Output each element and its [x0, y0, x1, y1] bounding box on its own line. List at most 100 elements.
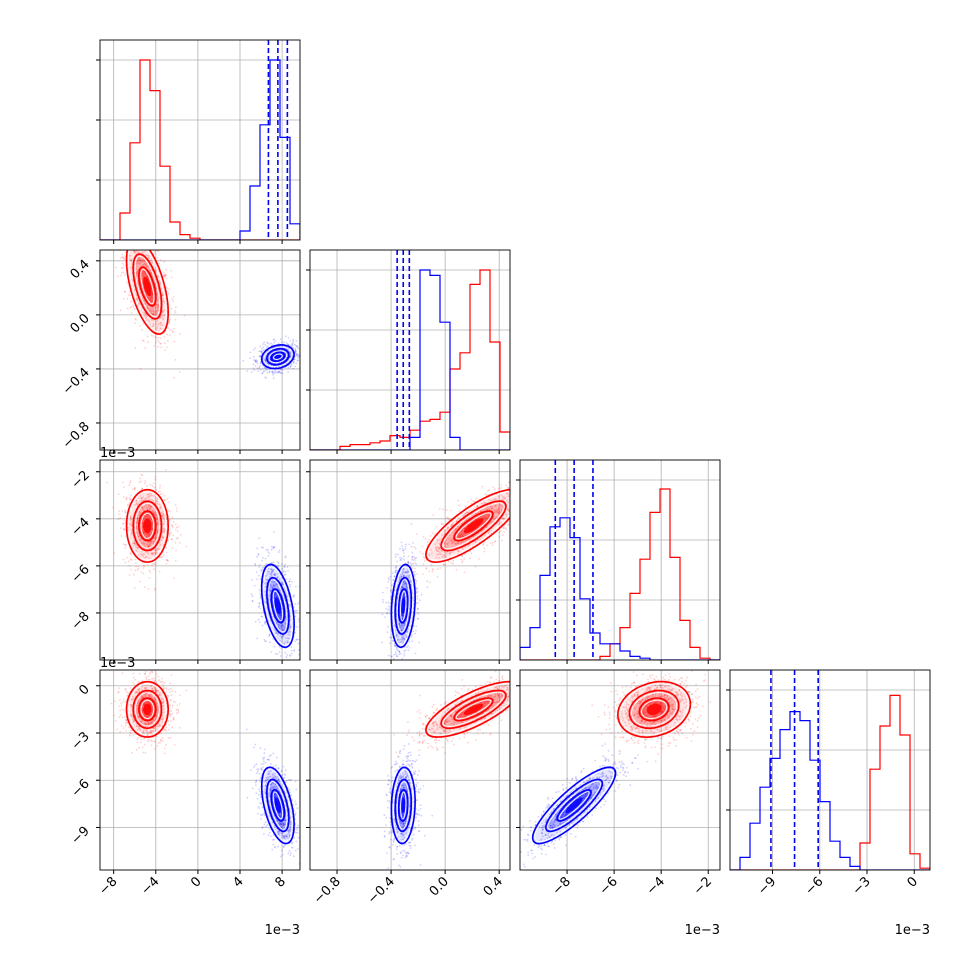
sample-point: [293, 361, 295, 364]
sample-point: [124, 544, 127, 546]
sample-point: [145, 274, 148, 277]
sample-point: [168, 320, 171, 323]
sample-point: [151, 300, 153, 303]
contour-level: [143, 276, 152, 297]
sample-point: [133, 488, 136, 491]
sample-point: [161, 292, 164, 295]
histogram-panel-1: [306, 249, 511, 454]
sample-point: [270, 342, 273, 345]
sample-point: [157, 323, 160, 326]
sample-point: [150, 505, 152, 508]
sample-point: [147, 266, 150, 268]
sample-point: [142, 531, 145, 534]
sample-point: [275, 583, 278, 586]
sample-point: [273, 573, 275, 576]
sample-point: [412, 630, 415, 633]
sample-point: [134, 322, 137, 325]
sample-point: [435, 525, 438, 528]
sample-point: [159, 324, 162, 327]
sample-point: [154, 323, 157, 326]
sample-point: [503, 530, 505, 533]
sample-point: [159, 506, 162, 509]
sample-point: [127, 293, 130, 296]
sample-point: [156, 325, 159, 328]
sample-point: [161, 514, 164, 517]
sample-point: [148, 541, 151, 544]
sample-point: [171, 547, 174, 550]
sample-point: [487, 489, 490, 492]
sample-point: [259, 355, 261, 358]
sample-point: [173, 577, 176, 580]
sample-point: [146, 508, 149, 511]
sample-point: [167, 539, 170, 542]
sample-point: [164, 274, 167, 276]
sample-point: [151, 553, 154, 555]
sample-point: [280, 368, 283, 371]
contour-halo: [127, 250, 167, 333]
sample-point: [164, 349, 166, 352]
sample-point: [146, 515, 149, 518]
sample-point: [121, 244, 123, 246]
sample-point: [258, 367, 261, 370]
sample-point: [286, 653, 289, 656]
sample-point: [452, 562, 455, 565]
sample-point: [407, 644, 410, 647]
sample-point: [130, 551, 132, 553]
sample-point: [157, 521, 159, 524]
sample-point: [176, 530, 179, 533]
sample-point: [142, 555, 145, 558]
sample-point: [294, 585, 297, 588]
sample-point: [258, 537, 261, 540]
sample-point: [291, 342, 293, 345]
sample-point: [156, 518, 158, 520]
sample-point: [152, 323, 155, 326]
sample-point: [150, 273, 153, 276]
sample-point: [133, 247, 135, 249]
sample-point: [484, 493, 487, 496]
sample-point: [143, 516, 146, 519]
sample-point: [155, 328, 157, 331]
sample-point: [286, 343, 289, 346]
sample-point: [141, 522, 144, 524]
sample-point: [121, 256, 124, 258]
sample-point: [163, 309, 166, 311]
sample-point: [145, 533, 148, 536]
sample-point: [162, 297, 164, 300]
sample-point: [111, 506, 114, 509]
sample-point: [144, 557, 146, 559]
sample-point: [122, 543, 125, 546]
sample-point: [432, 514, 435, 516]
sample-point: [400, 558, 402, 561]
sample-point: [273, 338, 276, 341]
sample-point: [162, 516, 165, 519]
sample-point: [450, 562, 453, 565]
sample-point: [280, 623, 283, 626]
sample-point: [153, 511, 156, 514]
sample-point: [154, 513, 156, 516]
sample-point: [129, 266, 132, 269]
sample-point: [259, 596, 262, 599]
sample-point: [516, 495, 518, 497]
sample-point: [142, 259, 145, 262]
sample-point: [275, 595, 277, 598]
sample-point: [147, 341, 150, 344]
sample-point: [142, 272, 145, 275]
sample-point: [290, 344, 292, 347]
sample-point: [164, 274, 167, 277]
sample-point: [282, 571, 285, 573]
sample-point: [264, 367, 267, 370]
contour-halo: [134, 502, 160, 549]
sample-point: [278, 627, 281, 630]
sample-point: [168, 518, 171, 521]
sample-point: [156, 327, 158, 330]
sample-point: [268, 570, 271, 573]
sample-point: [163, 515, 165, 517]
sample-point: [126, 307, 129, 310]
sample-point: [143, 270, 146, 273]
sample-point: [264, 620, 267, 623]
sample-point: [294, 631, 296, 634]
sample-point: [163, 273, 166, 276]
sample-point: [154, 549, 157, 552]
sample-point: [130, 258, 133, 261]
sample-point: [290, 625, 292, 628]
